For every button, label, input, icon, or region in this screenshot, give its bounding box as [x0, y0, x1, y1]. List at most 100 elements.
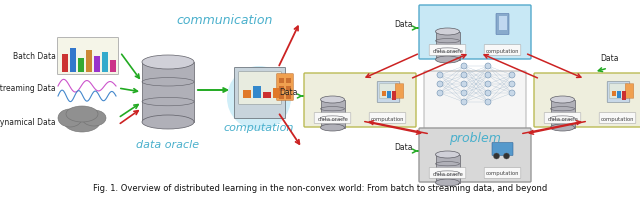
Ellipse shape — [58, 109, 82, 127]
Ellipse shape — [550, 124, 575, 131]
Circle shape — [493, 153, 499, 159]
FancyBboxPatch shape — [276, 74, 293, 100]
Bar — [392, 91, 396, 100]
Bar — [263, 92, 271, 98]
Circle shape — [509, 72, 515, 78]
Bar — [435, 154, 460, 182]
Text: data oracle: data oracle — [548, 116, 577, 122]
Bar — [243, 90, 251, 98]
Circle shape — [437, 81, 443, 87]
Ellipse shape — [66, 106, 98, 122]
FancyBboxPatch shape — [424, 71, 526, 129]
Bar — [621, 91, 625, 100]
Bar — [94, 56, 100, 72]
Circle shape — [437, 90, 443, 96]
FancyBboxPatch shape — [396, 84, 404, 98]
Text: communication: communication — [177, 14, 273, 27]
Bar — [279, 78, 284, 83]
FancyBboxPatch shape — [234, 68, 285, 119]
FancyBboxPatch shape — [599, 113, 636, 123]
Bar — [550, 99, 575, 127]
Ellipse shape — [142, 55, 194, 69]
Text: Batch Data: Batch Data — [13, 51, 56, 60]
Circle shape — [485, 72, 491, 78]
Bar — [102, 52, 108, 72]
Bar — [78, 58, 84, 72]
FancyBboxPatch shape — [419, 128, 531, 182]
Bar — [62, 54, 68, 72]
Bar — [279, 94, 284, 99]
Ellipse shape — [321, 124, 344, 131]
Circle shape — [485, 99, 491, 105]
FancyBboxPatch shape — [369, 113, 406, 123]
Text: problem: problem — [449, 132, 501, 145]
FancyBboxPatch shape — [380, 84, 397, 98]
Text: data oracle: data oracle — [136, 140, 200, 150]
Bar — [286, 78, 291, 83]
FancyBboxPatch shape — [239, 72, 282, 104]
FancyBboxPatch shape — [609, 84, 628, 98]
FancyBboxPatch shape — [625, 84, 634, 98]
Text: computation: computation — [486, 48, 519, 54]
Text: computation: computation — [371, 116, 404, 122]
Ellipse shape — [435, 28, 460, 35]
Bar — [279, 86, 284, 91]
Circle shape — [509, 90, 515, 96]
Text: computation: computation — [486, 172, 519, 177]
Bar — [110, 60, 116, 72]
FancyBboxPatch shape — [534, 73, 640, 127]
Circle shape — [461, 90, 467, 96]
FancyBboxPatch shape — [58, 37, 118, 74]
Ellipse shape — [435, 179, 460, 186]
Circle shape — [485, 63, 491, 69]
Bar — [387, 91, 390, 98]
Bar — [321, 99, 344, 127]
Text: Fig. 1. Overview of distributed learning in the non-convex world: From batch to : Fig. 1. Overview of distributed learning… — [93, 184, 547, 193]
Text: Streaming Data: Streaming Data — [0, 84, 56, 93]
Bar — [70, 48, 76, 72]
Bar — [273, 88, 281, 98]
Bar — [381, 91, 385, 96]
Circle shape — [461, 72, 467, 78]
Circle shape — [504, 153, 509, 159]
FancyBboxPatch shape — [429, 168, 466, 178]
FancyBboxPatch shape — [419, 5, 531, 59]
Circle shape — [509, 81, 515, 87]
FancyBboxPatch shape — [607, 82, 630, 102]
Text: computation: computation — [224, 123, 294, 133]
Circle shape — [485, 81, 491, 87]
FancyBboxPatch shape — [484, 168, 521, 178]
Bar — [86, 50, 92, 72]
FancyBboxPatch shape — [429, 45, 466, 55]
FancyBboxPatch shape — [304, 73, 416, 127]
Bar — [435, 32, 460, 59]
FancyBboxPatch shape — [496, 14, 509, 34]
Circle shape — [437, 72, 443, 78]
Text: Data: Data — [394, 142, 413, 151]
Bar — [286, 94, 291, 99]
Bar — [611, 91, 616, 96]
Circle shape — [227, 66, 291, 130]
FancyBboxPatch shape — [492, 142, 513, 155]
Text: Data: Data — [394, 20, 413, 29]
Text: Data: Data — [600, 54, 618, 62]
Text: data oracle: data oracle — [317, 116, 348, 122]
Circle shape — [461, 63, 467, 69]
Bar — [142, 62, 194, 122]
Ellipse shape — [435, 151, 460, 158]
FancyBboxPatch shape — [314, 113, 351, 123]
FancyBboxPatch shape — [377, 82, 400, 102]
Bar — [286, 86, 291, 91]
Ellipse shape — [435, 56, 460, 63]
Text: Dynamical Data: Dynamical Data — [0, 117, 56, 126]
Ellipse shape — [142, 115, 194, 129]
Text: Data: Data — [280, 87, 298, 97]
Circle shape — [461, 99, 467, 105]
Ellipse shape — [82, 110, 106, 126]
FancyBboxPatch shape — [484, 45, 521, 55]
Ellipse shape — [321, 96, 344, 103]
Bar — [253, 86, 261, 98]
Circle shape — [461, 81, 467, 87]
Text: data oracle: data oracle — [433, 48, 463, 54]
Ellipse shape — [550, 96, 575, 103]
